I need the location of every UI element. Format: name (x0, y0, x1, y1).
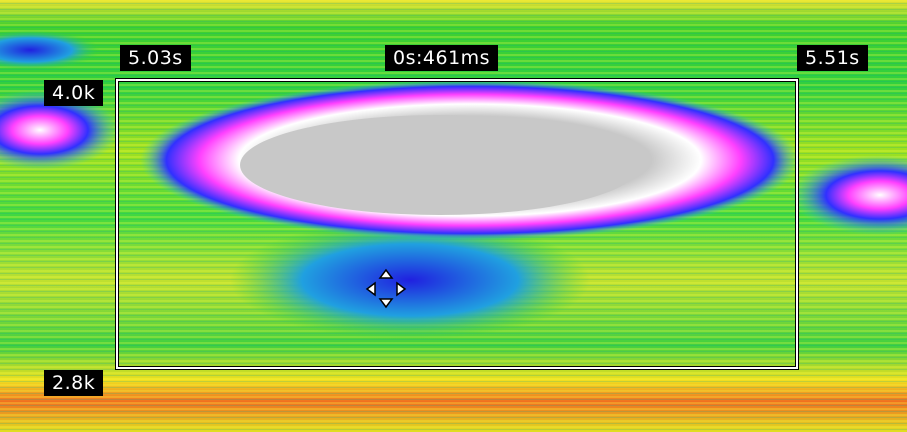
selection-start: 5.03s (120, 45, 191, 71)
spectrogram-window: 5.03s 0s:461ms 5.51s 4.0k 2.8k (() => { … (0, 0, 907, 432)
frequency-bottom: 2.8k (44, 370, 103, 396)
energy-band (240, 115, 640, 215)
frequency-top: 4.0k (44, 80, 103, 106)
selection-end: 5.51s (797, 45, 868, 71)
selection-duration: 0s:461ms (385, 45, 498, 71)
